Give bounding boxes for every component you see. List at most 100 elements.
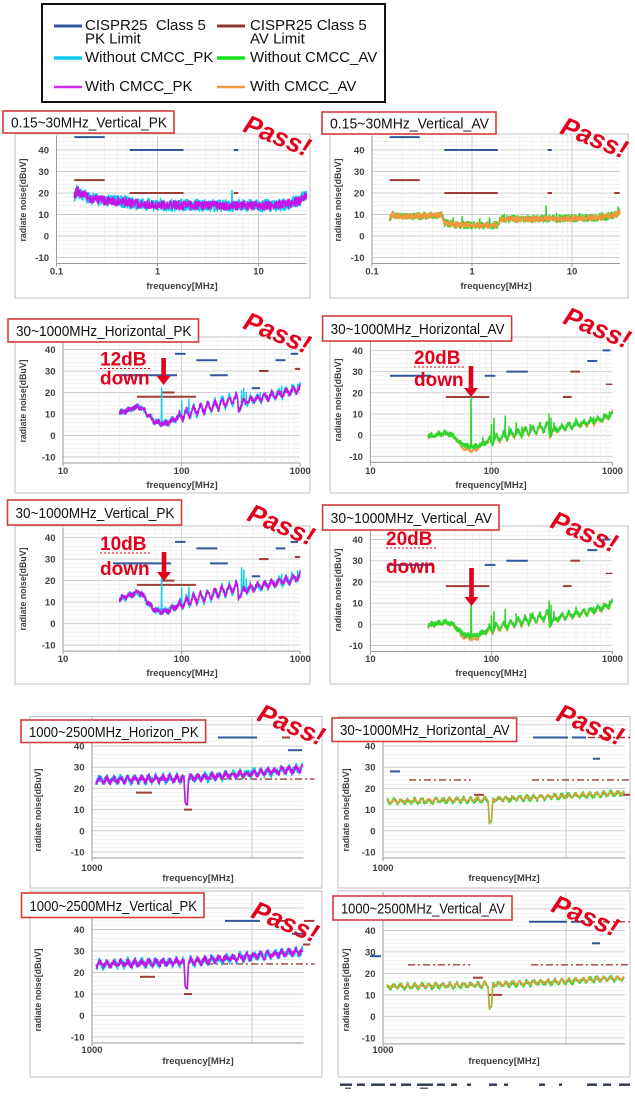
svg-text:40: 40	[74, 925, 85, 936]
svg-text:With CMCC_PK: With CMCC_PK	[85, 78, 193, 95]
svg-text:20: 20	[74, 968, 85, 979]
svg-text:0.1: 0.1	[365, 267, 379, 278]
svg-text:30~1000MHz_Vertical_AV: 30~1000MHz_Vertical_AV	[331, 510, 492, 527]
svg-text:Without CMCC_AV: Without CMCC_AV	[250, 49, 377, 66]
svg-text:-10: -10	[42, 453, 56, 464]
svg-text:frequency[MHz]: frequency[MHz]	[460, 281, 531, 292]
svg-text:40: 40	[352, 535, 363, 546]
svg-text:0: 0	[50, 431, 55, 442]
svg-text:20dB: 20dB	[386, 529, 432, 550]
svg-text:0.15~30MHz_Vertical_AV: 0.15~30MHz_Vertical_AV	[330, 116, 489, 133]
svg-text:-10: -10	[71, 848, 85, 859]
svg-text:10: 10	[253, 267, 264, 278]
svg-text:30: 30	[45, 367, 56, 378]
svg-text:-10: -10	[349, 452, 363, 463]
svg-text:1: 1	[155, 267, 161, 278]
svg-text:100: 100	[483, 466, 499, 477]
svg-text:Without CMCC_PK: Without CMCC_PK	[85, 49, 213, 66]
svg-text:-10: -10	[35, 253, 49, 264]
svg-text:radiate noise[dBuV]: radiate noise[dBuV]	[333, 358, 343, 441]
svg-text:10: 10	[365, 990, 376, 1001]
svg-text:30: 30	[74, 947, 85, 958]
svg-text:100: 100	[174, 654, 190, 665]
svg-text:PK Limit: PK Limit	[85, 31, 142, 48]
svg-text:40: 40	[74, 742, 85, 753]
svg-text:0: 0	[370, 1012, 375, 1023]
svg-text:radiate noise[dBuV]: radiate noise[dBuV]	[333, 158, 343, 241]
svg-text:30~1000MHz_Horizontal_AV: 30~1000MHz_Horizontal_AV	[340, 722, 510, 739]
svg-text:With CMCC_AV: With CMCC_AV	[250, 78, 356, 95]
svg-text:1000: 1000	[81, 863, 102, 874]
svg-text:frequency[MHz]: frequency[MHz]	[146, 281, 217, 292]
svg-text:0: 0	[50, 619, 55, 630]
svg-text:-10: -10	[349, 641, 363, 652]
svg-text:-10: -10	[42, 641, 56, 652]
svg-text:1000: 1000	[372, 1045, 393, 1056]
svg-text:radiate noise[dBuV]: radiate noise[dBuV]	[18, 359, 28, 442]
svg-text:radiate noise[dBuV]: radiate noise[dBuV]	[18, 547, 28, 630]
svg-text:0: 0	[79, 1011, 84, 1022]
svg-text:frequency[MHz]: frequency[MHz]	[162, 1056, 233, 1067]
svg-text:20: 20	[365, 784, 376, 795]
svg-text:1000: 1000	[602, 466, 623, 477]
svg-text:1000~2500MHz_Vertical_PK: 1000~2500MHz_Vertical_PK	[30, 898, 198, 915]
svg-text:20: 20	[38, 189, 49, 200]
svg-text:30: 30	[45, 555, 56, 566]
svg-text:40: 40	[45, 345, 56, 356]
svg-text:10: 10	[567, 267, 578, 278]
svg-text:30: 30	[354, 167, 365, 178]
svg-text:0: 0	[359, 232, 364, 243]
svg-text:0: 0	[358, 620, 363, 631]
svg-text:20: 20	[365, 969, 376, 980]
svg-text:10: 10	[352, 599, 363, 610]
svg-text:frequency[MHz]: frequency[MHz]	[146, 668, 217, 679]
svg-text:10: 10	[365, 654, 376, 665]
svg-text:CISPR25 Class 5: CISPR25 Class 5	[85, 17, 206, 34]
svg-text:-10: -10	[362, 1033, 376, 1044]
svg-text:20: 20	[45, 388, 56, 399]
svg-text:30: 30	[38, 167, 49, 178]
svg-text:0: 0	[79, 826, 84, 837]
svg-text:30: 30	[352, 556, 363, 567]
svg-text:30~1000MHz_Horizontal_PK: 30~1000MHz_Horizontal_PK	[16, 323, 192, 340]
svg-text:20dB: 20dB	[414, 348, 460, 369]
svg-text:0: 0	[370, 826, 375, 837]
svg-text:20: 20	[74, 784, 85, 795]
svg-text:1000: 1000	[602, 654, 623, 665]
svg-text:40: 40	[365, 926, 376, 937]
svg-text:radiate noise[dBuV]: radiate noise[dBuV]	[333, 548, 343, 631]
svg-text:frequency[MHz]: frequency[MHz]	[162, 873, 233, 884]
svg-text:10: 10	[365, 805, 376, 816]
svg-text:30~1000MHz_Vertical_PK: 30~1000MHz_Vertical_PK	[16, 505, 175, 522]
svg-text:40: 40	[365, 742, 376, 753]
svg-text:down: down	[100, 559, 150, 580]
svg-text:20: 20	[45, 576, 56, 587]
svg-text:1000: 1000	[290, 466, 311, 477]
svg-text:10: 10	[74, 990, 85, 1001]
svg-text:10: 10	[365, 466, 376, 477]
svg-text:20: 20	[352, 388, 363, 399]
svg-text:10: 10	[352, 410, 363, 421]
svg-text:10: 10	[58, 654, 69, 665]
svg-text:20: 20	[354, 189, 365, 200]
svg-text:10: 10	[38, 210, 49, 221]
svg-text:0: 0	[44, 232, 49, 243]
svg-text:radiate noise[dBuV]: radiate noise[dBuV]	[341, 768, 351, 851]
svg-text:10dB: 10dB	[100, 534, 146, 555]
svg-text:0.15~30MHz_Vertical_PK: 0.15~30MHz_Vertical_PK	[11, 115, 167, 132]
svg-text:1000~2500MHz_Horizon_PK: 1000~2500MHz_Horizon_PK	[29, 724, 199, 741]
svg-text:CISPR25 Class 5: CISPR25 Class 5	[250, 17, 367, 34]
svg-text:0.1: 0.1	[50, 267, 64, 278]
svg-text:1000: 1000	[81, 1045, 102, 1056]
svg-text:40: 40	[352, 346, 363, 357]
svg-text:down: down	[414, 370, 464, 391]
svg-text:10: 10	[45, 410, 56, 421]
svg-text:-10: -10	[351, 253, 365, 264]
svg-text:frequency[MHz]: frequency[MHz]	[146, 480, 217, 491]
svg-text:10: 10	[45, 598, 56, 609]
svg-text:12dB: 12dB	[100, 350, 146, 371]
svg-text:frequency[MHz]: frequency[MHz]	[455, 480, 526, 491]
svg-text:radiate noise[dBuV]: radiate noise[dBuV]	[33, 768, 43, 851]
svg-text:frequency[MHz]: frequency[MHz]	[468, 1056, 539, 1067]
svg-text:20: 20	[352, 577, 363, 588]
